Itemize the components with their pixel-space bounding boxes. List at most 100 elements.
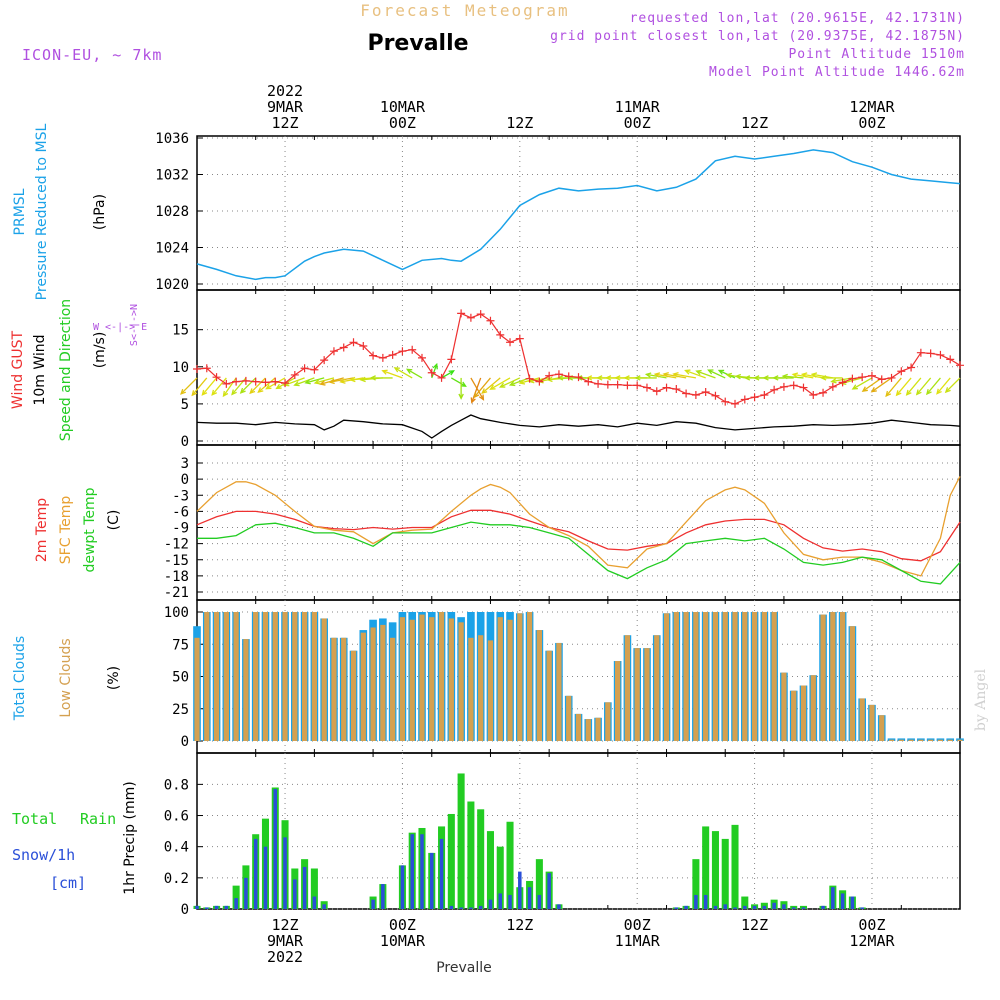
gust-marker — [633, 381, 642, 390]
wind-arrow — [201, 377, 218, 396]
gust-marker — [251, 377, 260, 386]
gust-marker — [916, 348, 925, 357]
low-clouds-label: Low Clouds — [58, 638, 74, 717]
snow-bar — [840, 893, 845, 909]
gust-marker — [212, 373, 221, 382]
snow-bar — [263, 846, 268, 909]
clouds-ytick-label: 100 — [164, 605, 189, 621]
wind-arrow — [685, 369, 706, 379]
wind-arrow-head — [925, 389, 932, 396]
wind-arrow — [394, 367, 413, 379]
low-cloud-bar — [194, 637, 200, 741]
watermark: by Angel — [973, 668, 989, 731]
total-cloud-bar — [946, 738, 955, 741]
time-top-label: 00Z — [389, 114, 416, 132]
time-bottom-label: 12Z — [741, 916, 768, 934]
gust-marker — [828, 382, 837, 391]
low-cloud-bar — [566, 695, 572, 741]
wind-arrow — [329, 377, 354, 383]
precipitation-ytick-label: 0 — [181, 902, 189, 918]
snow-bar — [439, 838, 444, 909]
pressure-msl-label: Pressure Reduced to MSL — [34, 123, 50, 300]
low-cloud-bar — [859, 698, 865, 741]
snow-bar — [312, 896, 317, 909]
wind-arrow-head — [614, 375, 621, 381]
snow-bar — [322, 904, 326, 909]
snow-bar — [713, 905, 718, 909]
time-bottom-label: 10MAR — [380, 932, 426, 950]
low-cloud-bar — [409, 619, 415, 741]
precipitation-frame — [196, 752, 961, 910]
wind-ytick-label: 0 — [181, 434, 189, 450]
gust-marker — [506, 338, 515, 347]
wind-arrow-head — [304, 379, 311, 385]
gust-marker — [799, 383, 808, 392]
wind-arrow-head — [861, 386, 868, 392]
gust-marker — [515, 334, 524, 343]
wind-arrow-head — [381, 369, 388, 375]
snow-bar — [488, 899, 493, 909]
gust-marker — [642, 383, 651, 392]
low-cloud-bar — [448, 618, 454, 741]
wind-arrow — [945, 377, 961, 393]
gust-marker — [466, 313, 475, 322]
wind-arrow-head — [634, 375, 641, 381]
pressure-ytick-label: 1028 — [155, 204, 189, 220]
time-bottom-label: 9MAR — [267, 932, 304, 950]
pressure-labels: PRMSL Pressure Reduced to MSL (hPa) — [12, 123, 108, 300]
temperature-ytick-label: -9 — [172, 521, 189, 537]
snow-bar — [214, 905, 219, 909]
model-label: ICON-EU, ~ 7km — [22, 46, 162, 64]
temperature-ytick-label: -6 — [172, 504, 189, 520]
snow-bar — [381, 884, 385, 909]
point-altitude: Point Altitude 1510m — [788, 47, 965, 62]
pressure-line — [196, 149, 961, 281]
gust-marker — [867, 371, 876, 380]
gust-marker — [222, 379, 231, 388]
gust-marker — [887, 373, 896, 382]
low-cloud-bar — [673, 612, 679, 741]
wind-arrow-head — [800, 372, 808, 378]
rain-bar — [447, 813, 455, 909]
low-cloud-bar — [663, 613, 670, 741]
footer-location: Prevalle — [436, 960, 492, 976]
gust-marker — [731, 399, 740, 408]
wind-arrow — [481, 377, 501, 394]
wind-arrow — [802, 373, 824, 379]
gust-marker — [936, 350, 945, 359]
time-bottom-label: 12Z — [271, 916, 298, 934]
snow-bar — [205, 907, 209, 909]
low-cloud-bar — [742, 612, 748, 741]
wind-arrow-head — [180, 388, 187, 395]
time-bottom-label: 00Z — [624, 916, 651, 934]
snow-bar — [253, 838, 258, 909]
wind-arrow — [696, 370, 716, 379]
low-cloud-bar — [703, 612, 709, 741]
wind-arrow-head — [489, 384, 496, 390]
temperature-panel: -21-18-15-12-9-6-303 — [164, 444, 961, 601]
wind-frame — [196, 289, 961, 446]
gust-marker — [760, 390, 769, 399]
wind-arrow-head — [293, 381, 300, 387]
wind-arrow-head — [762, 375, 769, 381]
pressure-ytick-label: 1024 — [155, 241, 189, 257]
low-cloud-bar — [204, 612, 210, 741]
rain-bar — [711, 831, 719, 909]
sfc-label: SFC Temp — [58, 496, 74, 565]
gust-marker — [300, 364, 309, 373]
wind-arrow-head — [369, 375, 376, 381]
wind-arrow-head — [915, 389, 922, 396]
time-top-label: 12Z — [271, 114, 298, 132]
wind-arrow-head — [851, 384, 858, 390]
wind-arrow-head — [810, 372, 818, 378]
low-cloud-bar — [526, 612, 533, 741]
t2m-line — [196, 509, 961, 562]
prmsl-label: PRMSL — [12, 188, 28, 235]
gust-marker — [437, 373, 446, 382]
low-cloud-bar — [869, 704, 875, 741]
low-cloud-bar — [644, 648, 650, 741]
gust-marker — [770, 385, 779, 394]
wind-arrow — [936, 377, 951, 395]
wind-unit: (m/s) — [92, 332, 108, 369]
